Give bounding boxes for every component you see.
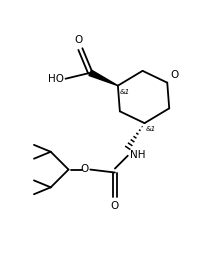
Text: O: O [170,70,179,80]
Text: &1: &1 [120,89,130,94]
Text: O: O [111,201,119,211]
Text: NH: NH [130,150,145,160]
Text: &1: &1 [146,126,156,132]
Text: O: O [74,35,83,45]
Polygon shape [89,70,118,86]
Text: HO: HO [48,74,64,84]
Text: O: O [80,164,88,174]
